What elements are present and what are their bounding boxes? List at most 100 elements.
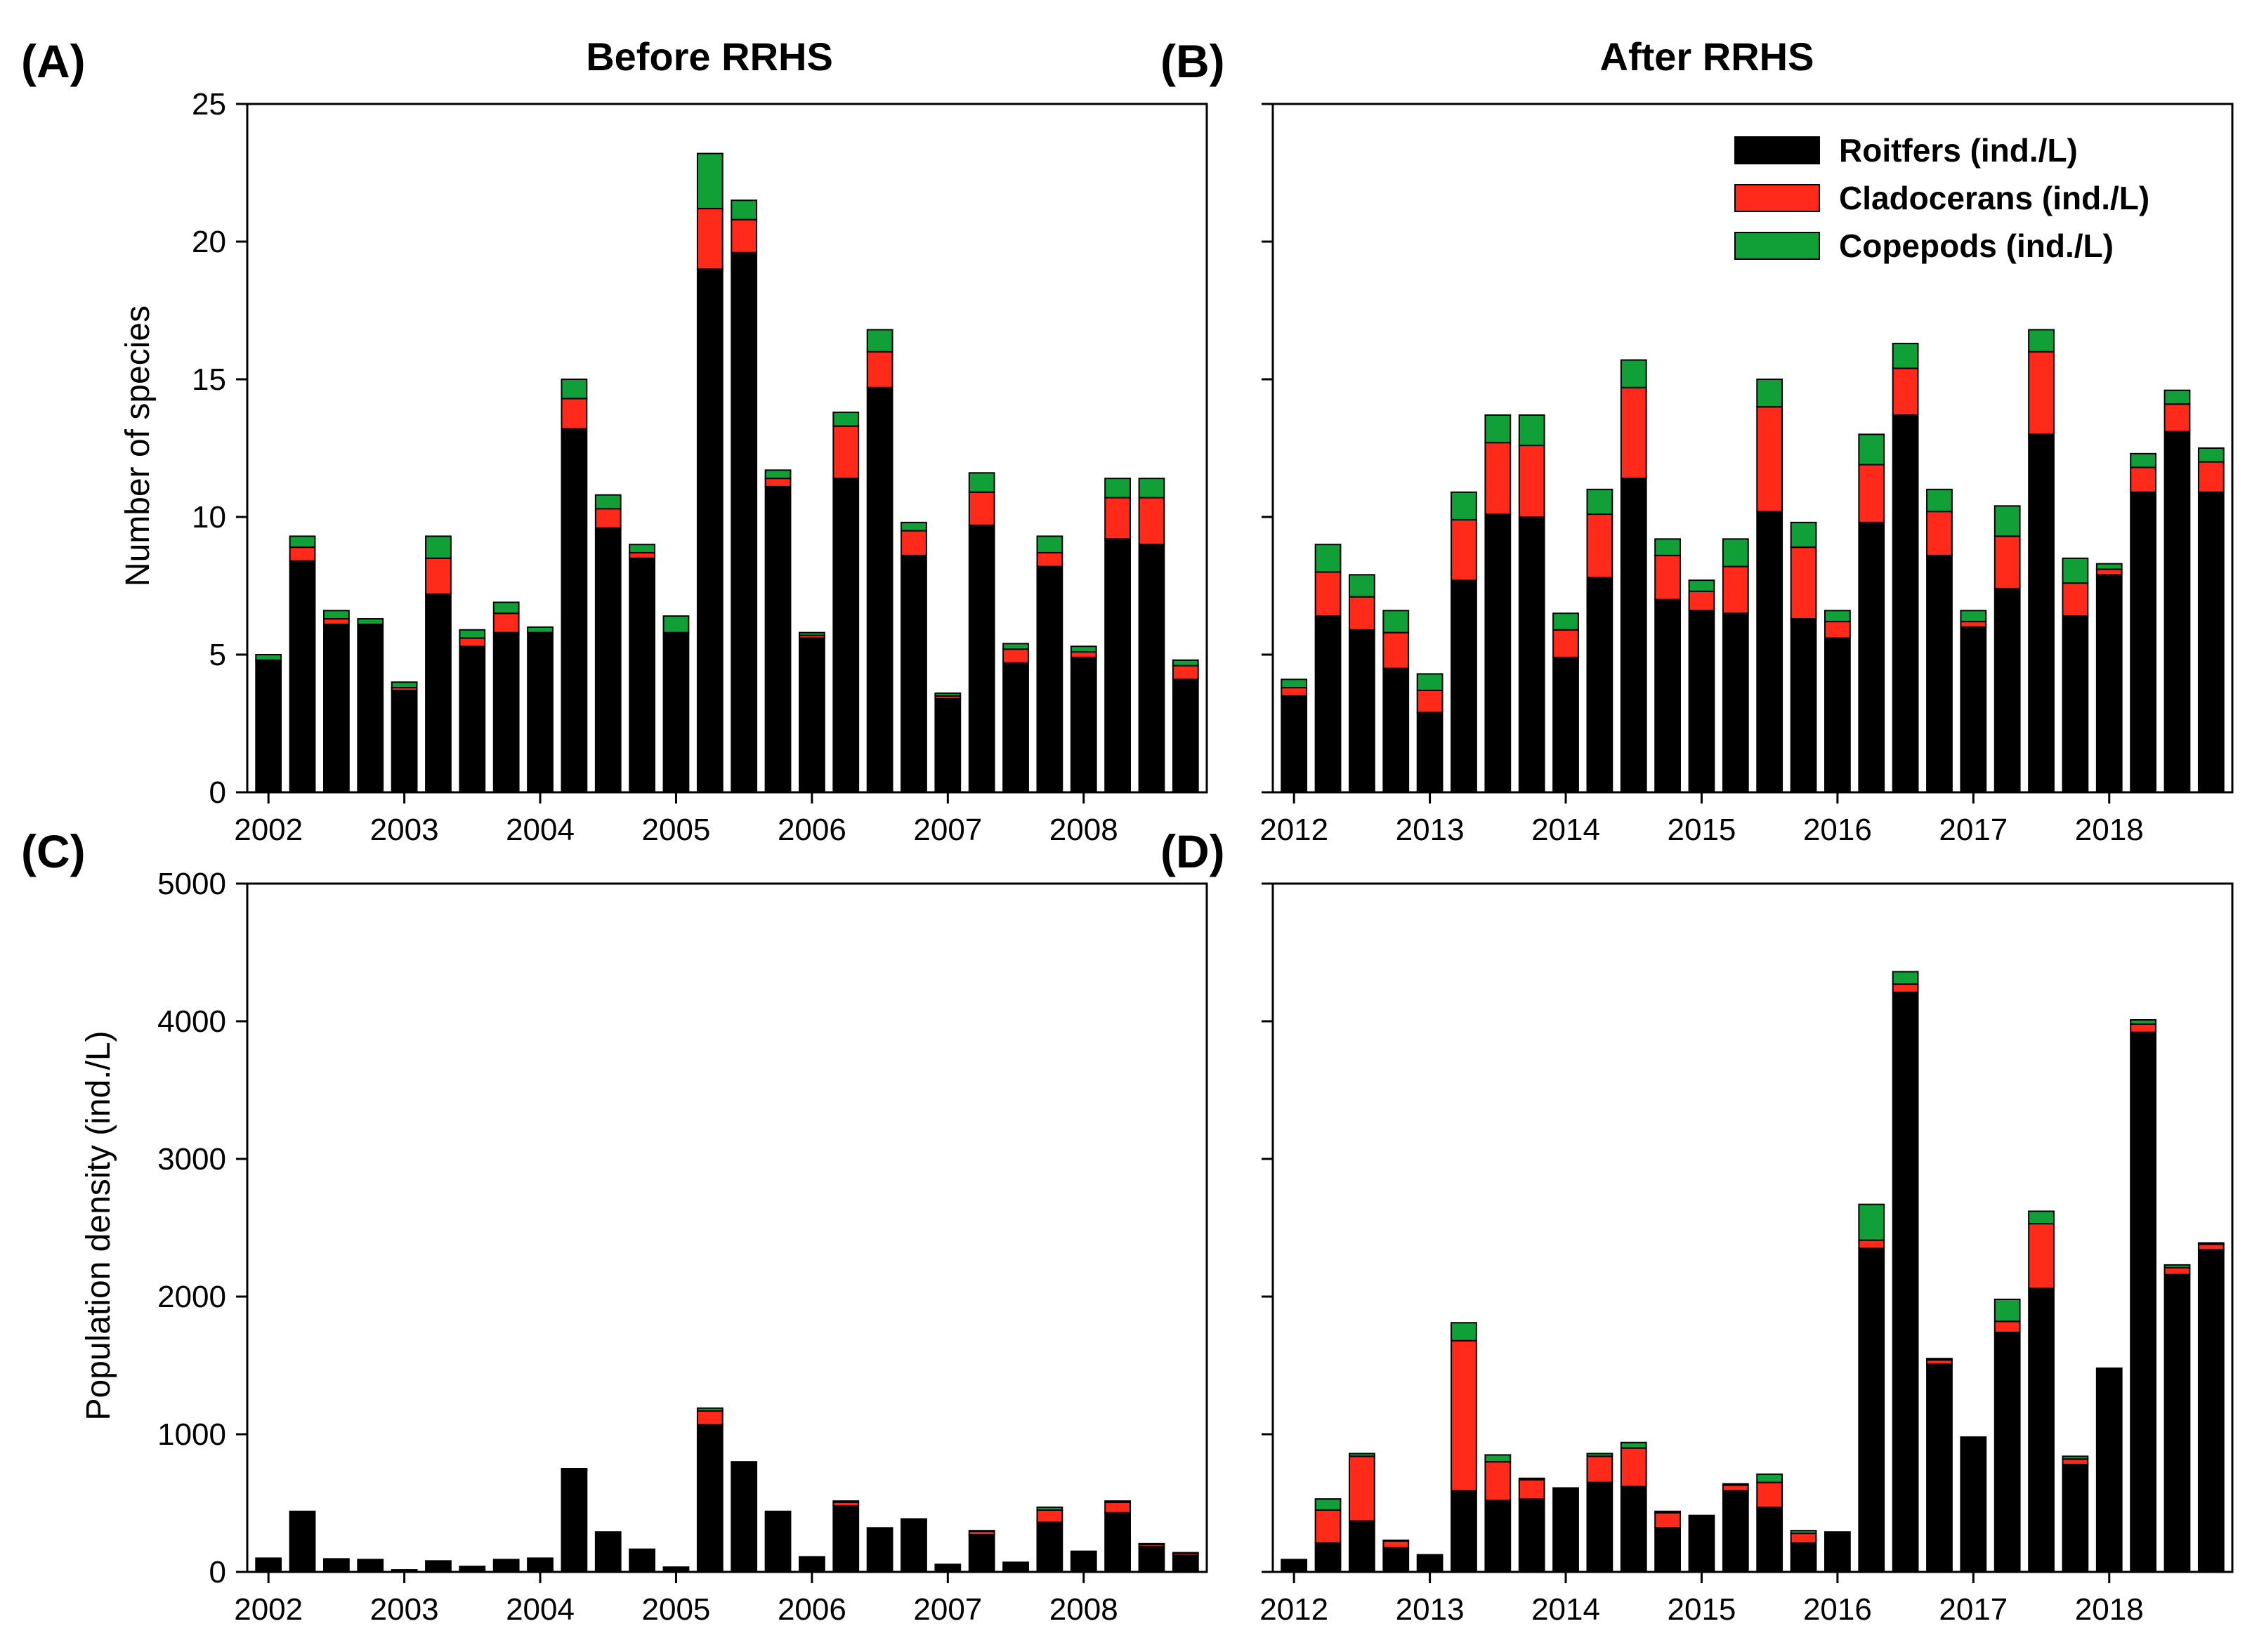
bar-a-24-copepods xyxy=(1070,645,1097,653)
bar-b-22-cladocerans xyxy=(2028,350,2055,435)
bar-b-11-rotifers xyxy=(1654,598,1681,793)
bar-d-17-rotifers xyxy=(1858,1247,1885,1573)
y-tick-label-a-0: 0 xyxy=(209,775,226,810)
bar-d-17-cladocerans xyxy=(1858,1239,1885,1250)
bar-c-1-rotifers xyxy=(289,1510,316,1573)
bar-d-16-rotifers xyxy=(1824,1531,1851,1573)
bar-b-1-copepods xyxy=(1314,544,1342,573)
x-tick-label-c-6: 2008 xyxy=(1049,1592,1118,1627)
bar-d-19-rotifers xyxy=(1926,1363,1953,1573)
bar-b-7-cladocerans xyxy=(1518,445,1545,518)
x-tick-label-c-3: 2005 xyxy=(642,1592,711,1627)
bar-b-16-cladocerans xyxy=(1824,620,1851,639)
x-tick-label-d-1: 2013 xyxy=(1396,1592,1465,1627)
bar-c-23-rotifers xyxy=(1036,1521,1063,1573)
bar-d-9-copepods xyxy=(1586,1453,1613,1457)
bar-d-19-copepods xyxy=(1926,1358,1953,1361)
bar-d-1-copepods xyxy=(1314,1498,1342,1511)
bar-a-7-cladocerans xyxy=(492,612,520,634)
bar-d-11-copepods xyxy=(1654,1510,1681,1514)
bar-a-9-copepods xyxy=(561,379,588,400)
bar-b-20-rotifers xyxy=(1960,626,1987,793)
plot-frame-c xyxy=(246,882,1208,1573)
bar-b-27-copepods xyxy=(2197,447,2225,463)
bar-b-21-cladocerans xyxy=(1994,535,2021,589)
bar-b-25-rotifers xyxy=(2130,491,2156,793)
bar-a-18-rotifers xyxy=(866,386,893,793)
legend-label-cladocerans: Cladocerans (ind./L) xyxy=(1839,180,2149,216)
bar-d-1-cladocerans xyxy=(1314,1509,1342,1544)
bar-b-23-rotifers xyxy=(2062,615,2089,793)
panel-letter-d: (D) xyxy=(1160,825,1225,877)
bar-a-14-rotifers xyxy=(731,251,758,793)
bar-d-5-rotifers xyxy=(1451,1490,1477,1573)
x-tick-label-d-0: 2012 xyxy=(1259,1592,1328,1627)
bar-b-19-cladocerans xyxy=(1926,511,1953,556)
bar-d-13-cladocerans xyxy=(1722,1484,1749,1492)
bar-a-14-cladocerans xyxy=(731,218,758,254)
bar-b-19-copepods xyxy=(1926,488,1953,513)
bar-d-6-rotifers xyxy=(1484,1500,1512,1573)
bar-d-10-cladocerans xyxy=(1620,1447,1647,1488)
bar-c-26-rotifers xyxy=(1138,1545,1165,1573)
bar-a-16-rotifers xyxy=(799,637,825,793)
bar-b-26-cladocerans xyxy=(2163,403,2191,433)
bar-d-9-rotifers xyxy=(1586,1481,1613,1573)
bar-b-16-copepods xyxy=(1824,610,1851,622)
bar-b-26-rotifers xyxy=(2163,431,2191,793)
bar-d-25-copepods xyxy=(2130,1019,2156,1025)
bar-a-24-rotifers xyxy=(1070,656,1097,793)
panel-a-species-before: 0 5 10 15 20 25 2002 2003 2004 2005 2006 2007 2008 xyxy=(192,87,1208,847)
bar-b-15-rotifers xyxy=(1790,618,1817,793)
bar-c-7-rotifers xyxy=(492,1559,520,1573)
bar-a-21-copepods xyxy=(968,472,995,493)
x-tick-label-a-0: 2002 xyxy=(234,813,303,847)
bar-b-3-cladocerans xyxy=(1382,631,1410,669)
bar-a-10-cladocerans xyxy=(594,508,622,529)
bar-a-10-copepods xyxy=(594,494,622,510)
bar-b-14-cladocerans xyxy=(1756,406,1783,513)
bar-d-18-copepods xyxy=(1892,971,1919,985)
bar-b-21-rotifers xyxy=(1994,587,2021,793)
x-tick-label-c-5: 2007 xyxy=(913,1592,982,1627)
bar-a-17-rotifers xyxy=(832,478,860,793)
bar-c-19-copepods xyxy=(901,1518,927,1521)
bar-d-14-copepods xyxy=(1756,1473,1783,1483)
bar-d-3-copepods xyxy=(1382,1539,1410,1542)
bar-a-26-cladocerans xyxy=(1138,497,1165,546)
bar-b-3-rotifers xyxy=(1382,667,1410,793)
bar-c-21-rotifers xyxy=(968,1534,995,1573)
bar-d-15-copepods xyxy=(1790,1530,1817,1535)
legend: Roitfers (ind./L) Cladocerans (ind./L) C… xyxy=(1734,132,2149,264)
bar-c-10-rotifers xyxy=(594,1531,622,1573)
bar-c-9-rotifers xyxy=(561,1469,588,1573)
bar-b-8-copepods xyxy=(1552,612,1579,631)
bar-c-13-copepods xyxy=(696,1407,724,1412)
bar-b-10-copepods xyxy=(1620,359,1647,388)
bar-d-2-cladocerans xyxy=(1349,1455,1375,1522)
bar-b-3-copepods xyxy=(1382,610,1410,634)
bar-c-19-rotifers xyxy=(901,1520,927,1573)
bar-a-15-rotifers xyxy=(764,485,792,793)
x-tick-label-b-3: 2015 xyxy=(1668,813,1736,847)
bar-b-6-rotifers xyxy=(1484,513,1512,794)
bar-d-27-cladocerans xyxy=(2197,1243,2225,1251)
bar-b-13-rotifers xyxy=(1722,612,1749,794)
bar-d-18-rotifers xyxy=(1892,991,1919,1573)
bar-c-13-rotifers xyxy=(696,1424,724,1573)
x-tick-label-c-4: 2006 xyxy=(778,1592,846,1627)
bar-a-5-cladocerans xyxy=(425,557,452,595)
x-tick-label-a-4: 2006 xyxy=(778,813,846,847)
bar-d-7-rotifers xyxy=(1518,1498,1545,1573)
bar-b-5-rotifers xyxy=(1451,579,1477,793)
bar-c-26-copepods xyxy=(1138,1542,1165,1545)
bar-d-22-copepods xyxy=(2028,1210,2055,1225)
bar-d-25-cladocerans xyxy=(2130,1023,2156,1033)
bar-a-1-cladocerans xyxy=(289,546,316,562)
panel-title-b: After RRHS xyxy=(1600,34,1814,79)
bar-b-14-rotifers xyxy=(1756,511,1783,793)
bar-c-4-rotifers xyxy=(391,1569,418,1573)
bar-a-25-rotifers xyxy=(1104,538,1131,793)
bar-b-22-copepods xyxy=(2028,329,2055,353)
x-tick-label-c-1: 2003 xyxy=(370,1592,439,1627)
